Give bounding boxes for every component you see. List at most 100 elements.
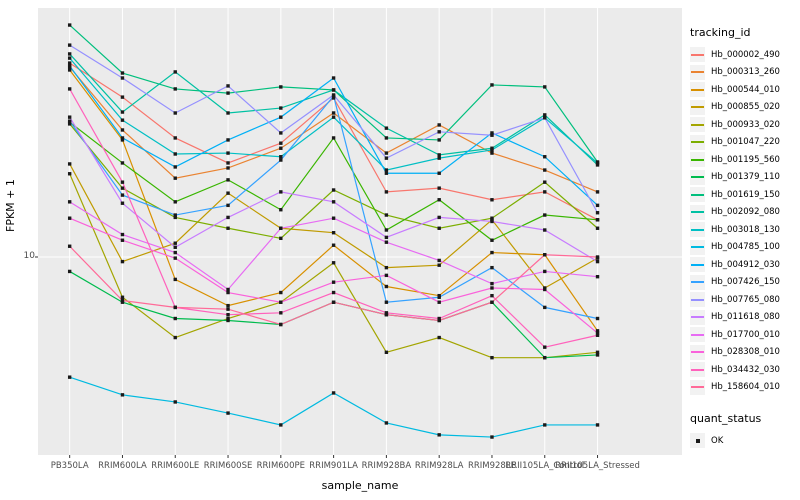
data-point	[595, 331, 600, 335]
data-point	[331, 300, 336, 304]
data-point	[490, 83, 494, 87]
data-point	[173, 200, 177, 204]
legend-key-line-swatch	[690, 239, 705, 255]
data-point	[331, 290, 336, 295]
data-point	[543, 423, 547, 427]
data-point	[543, 287, 547, 292]
legend-quant-status: quant_status OK	[690, 412, 798, 450]
data-point	[543, 345, 547, 349]
data-point	[226, 203, 230, 208]
data-point	[490, 293, 494, 298]
x-tick-label: RRIM928LE	[467, 461, 516, 471]
data-point	[331, 231, 336, 235]
data-point	[279, 141, 283, 145]
legend-label: Hb_001619_150	[711, 189, 780, 200]
data-point	[173, 136, 177, 140]
data-point	[384, 168, 389, 172]
data-point	[226, 307, 230, 311]
legend-key-line-swatch	[690, 327, 705, 343]
data-point	[120, 110, 125, 114]
data-point	[331, 216, 336, 220]
legend-row: Hb_001047_220	[690, 134, 798, 152]
data-point	[279, 322, 283, 327]
data-point	[437, 130, 441, 134]
data-point	[173, 245, 177, 249]
legend-row: Hb_002092_080	[690, 204, 798, 222]
data-point	[331, 261, 336, 265]
data-point	[490, 286, 494, 290]
data-point	[384, 136, 389, 140]
data-point	[279, 190, 283, 194]
legend-line-icon	[691, 368, 704, 371]
data-point	[331, 96, 336, 100]
data-point	[120, 393, 125, 397]
legend-key-line-swatch	[690, 222, 705, 238]
legend-square-point-icon	[695, 438, 700, 443]
legend-label: Hb_000544_010	[711, 84, 780, 95]
data-point	[384, 156, 389, 160]
data-point	[543, 113, 547, 117]
data-point	[173, 176, 177, 180]
legend-label: Hb_000313_260	[711, 67, 780, 78]
data-point	[120, 186, 125, 190]
legend-line-icon	[691, 71, 704, 74]
data-point	[120, 259, 125, 264]
legend-key-line-swatch	[690, 274, 705, 290]
legend-key-line-swatch	[690, 309, 705, 325]
data-point	[437, 263, 441, 267]
data-point	[67, 115, 72, 119]
data-point	[279, 208, 283, 212]
data-point	[490, 133, 494, 137]
data-point	[543, 355, 547, 360]
data-point	[595, 163, 600, 167]
data-point	[384, 273, 389, 278]
data-point	[490, 238, 494, 242]
legend-label: Hb_002092_080	[711, 207, 780, 218]
legend-line-icon	[691, 333, 704, 336]
data-point	[331, 111, 336, 115]
data-point	[173, 70, 177, 74]
data-point	[490, 146, 494, 150]
x-tick-label: RRIM600SE	[203, 461, 253, 471]
data-point	[226, 111, 230, 115]
data-point	[384, 240, 389, 244]
legend-key-line-swatch	[690, 344, 705, 360]
data-point	[595, 255, 600, 259]
data-point	[173, 277, 177, 282]
data-point	[67, 87, 72, 91]
legend-line-icon	[691, 53, 704, 56]
legend-line-icon	[691, 351, 704, 354]
data-point	[279, 300, 283, 304]
legend-line-icon	[691, 88, 704, 91]
data-point	[279, 131, 283, 135]
data-point	[226, 166, 230, 170]
data-point	[279, 290, 283, 295]
data-point	[226, 191, 230, 195]
legend-row: Hb_001379_110	[690, 169, 798, 187]
data-point	[490, 435, 494, 439]
data-point	[279, 158, 283, 162]
x-tick-label: RRIM928LA	[414, 461, 464, 471]
data-point	[67, 43, 72, 47]
x-tick-label: RRIM600LE	[151, 461, 200, 471]
legend-label: Hb_034432_030	[711, 364, 780, 375]
plot-panel	[38, 8, 682, 455]
data-point	[331, 200, 336, 204]
data-point	[437, 335, 441, 340]
data-point	[226, 318, 230, 323]
data-point	[595, 161, 600, 165]
legend-label: Hb_000002_490	[711, 49, 780, 60]
legend-line-icon	[691, 263, 704, 266]
data-point	[543, 116, 547, 120]
data-point	[173, 213, 177, 217]
data-point	[384, 284, 389, 289]
legend-label: Hb_000933_020	[711, 119, 780, 130]
data-point	[226, 226, 230, 230]
legend-title-tracking-id: tracking_id	[690, 26, 751, 39]
data-point	[226, 161, 230, 165]
data-point	[226, 411, 230, 415]
data-point	[120, 138, 125, 142]
data-point	[331, 188, 336, 192]
legend-line-icon	[691, 193, 704, 196]
